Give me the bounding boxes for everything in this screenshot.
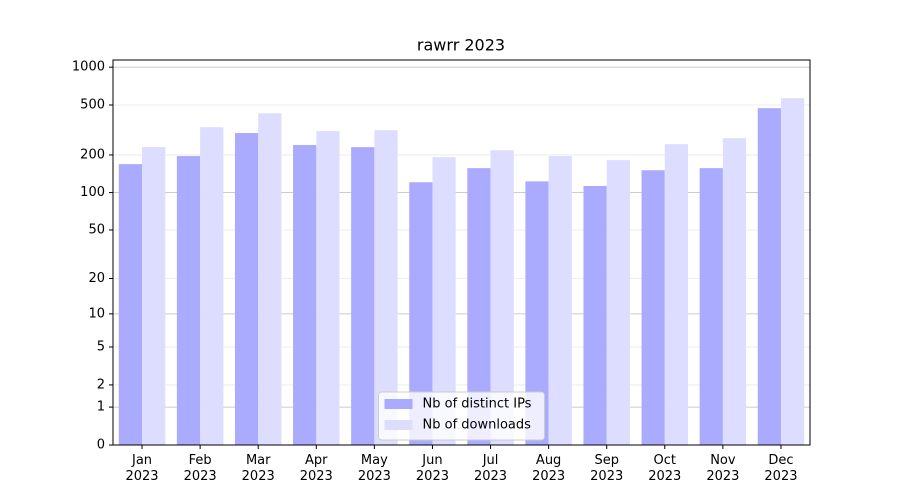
- bar: [467, 168, 491, 445]
- bar: [234, 133, 259, 446]
- legend-swatch: [384, 420, 413, 430]
- y-tick-label: 200: [80, 147, 105, 162]
- bar: [409, 182, 433, 445]
- y-tick-label: 0: [97, 438, 105, 453]
- x-tick-label: Aug 2023: [532, 453, 566, 484]
- y-tick-label: 10: [88, 306, 105, 321]
- bar: [664, 144, 689, 445]
- y-tick-label: 50: [88, 222, 105, 237]
- bar: [374, 130, 398, 446]
- x-tick-label: Jan 2023: [125, 453, 159, 484]
- x-tick-label: May 2023: [357, 453, 391, 484]
- x-tick-label: Nov 2023: [706, 453, 740, 484]
- chart-title: rawrr 2023: [417, 36, 505, 55]
- bar: [699, 168, 723, 445]
- bar: [316, 131, 340, 445]
- plot-frame: [112, 59, 811, 446]
- bar: [780, 98, 805, 445]
- bar: [200, 127, 224, 445]
- bar: [176, 156, 201, 445]
- y-tick-label: 2: [97, 377, 105, 392]
- bar: [351, 147, 375, 445]
- bar: [432, 157, 456, 445]
- bar: [722, 138, 747, 445]
- bar: [548, 156, 572, 445]
- bar: [142, 147, 166, 445]
- x-tick-label: Jul 2023: [473, 453, 508, 484]
- bar: [583, 185, 607, 445]
- x-tick-label: Apr 2023: [299, 453, 333, 484]
- bar: [641, 170, 665, 445]
- legend-label: Nb of downloads: [423, 418, 532, 433]
- bar: [293, 145, 317, 445]
- x-tick-label: Dec 2023: [764, 453, 798, 484]
- x-tick-label: Feb 2023: [183, 453, 217, 484]
- y-tick-label: 100: [80, 185, 105, 200]
- y-tick-label: 500: [80, 98, 105, 113]
- legend: Nb of distinct IPs Nb of downloads: [378, 391, 545, 441]
- bar: [757, 108, 781, 446]
- bar: [525, 181, 549, 446]
- legend-swatch: [384, 399, 413, 409]
- y-tick-label: 1000: [72, 60, 105, 75]
- y-tick-label: 20: [88, 271, 105, 286]
- x-tick-label: Jun 2023: [415, 453, 449, 484]
- x-tick-label: Sep 2023: [590, 453, 624, 484]
- bar: [118, 164, 143, 445]
- legend-box: [378, 391, 545, 441]
- legend-label: Nb of distinct IPs: [423, 397, 532, 412]
- x-tick-label: Mar 2023: [241, 453, 275, 484]
- y-tick-label: 5: [97, 340, 105, 355]
- bar: [258, 113, 282, 445]
- bar: [490, 150, 514, 445]
- x-tick-label: Oct 2023: [648, 453, 682, 484]
- y-tick-label: 1: [97, 400, 105, 415]
- bar: [606, 160, 630, 446]
